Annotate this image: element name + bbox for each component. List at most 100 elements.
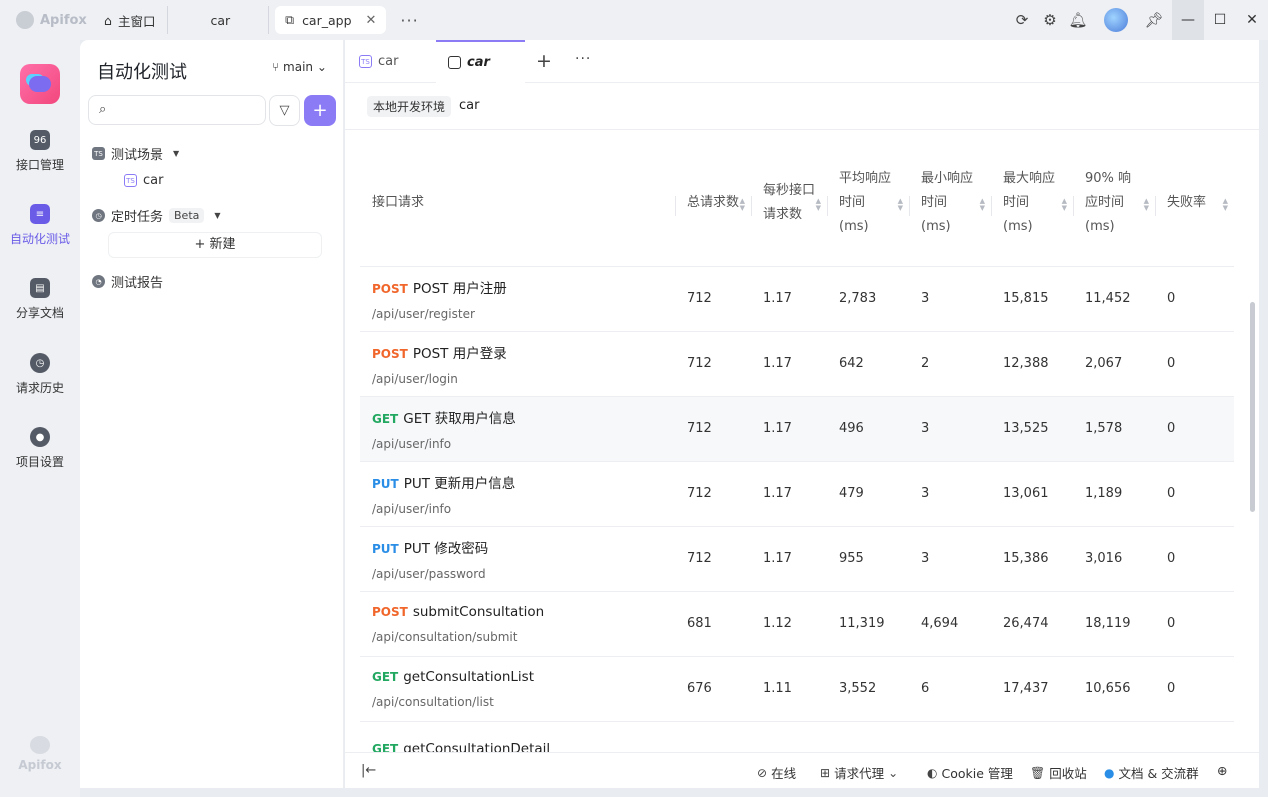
column-header[interactable]: 最小响应时间 (ms) ▲ ▼	[909, 140, 991, 267]
scroll-top-icon[interactable]: ⊕	[1217, 763, 1228, 778]
status-bar: |← ⊘ 在线 ⊞ 请求代理 ⌄ ◐ Cookie 管理 🗑︎ 回收站 ● 文档…	[345, 752, 1259, 788]
table-row[interactable]: GET getConsultationList/api/consultation/…	[360, 656, 1234, 722]
column-header[interactable]: 失败率 ▲ ▼	[1155, 140, 1234, 267]
rail-item-history[interactable]: ◷ 请求历史	[0, 353, 80, 396]
cookie-manager[interactable]: ◐ Cookie 管理	[927, 765, 1013, 782]
sort-icon[interactable]: ▲ ▼	[1061, 197, 1067, 212]
cell-p90: 1,189	[1073, 461, 1155, 527]
tab-car-scene[interactable]: TS car	[359, 40, 435, 83]
rail-item-api[interactable]: 96 接口管理	[0, 130, 80, 173]
sort-icon[interactable]: ▲ ▼	[815, 197, 821, 212]
tree-item-scene-car[interactable]: TS car	[124, 173, 163, 188]
request-path: /api/consultation/list	[372, 694, 494, 709]
more-tabs-icon[interactable]: ···	[400, 10, 419, 30]
cell-avg	[827, 721, 909, 752]
chart-icon	[448, 56, 461, 69]
request-path: /api/user/info	[372, 501, 452, 516]
rail-item-share-docs[interactable]: ▤ 分享文档	[0, 278, 80, 321]
rail-item-settings[interactable]: ● 项目设置	[0, 427, 80, 470]
cell-total: 712	[675, 526, 751, 592]
request-cell[interactable]: GET GET 获取用户信息/api/user/info	[360, 396, 675, 462]
cell-min: 3	[909, 526, 991, 592]
tab-car-report[interactable]: car	[436, 40, 525, 83]
project-logo-icon[interactable]	[20, 64, 60, 104]
table-row[interactable]: POST POST 用户登录/api/user/login 712 1.17 642 2 1…	[360, 331, 1234, 397]
table-row[interactable]: PUT PUT 更新用户信息/api/user/info 712 1.17 479 3 13…	[360, 461, 1234, 527]
rail-item-label: 自动化测试	[9, 232, 70, 246]
scrollbar[interactable]	[1250, 302, 1255, 512]
rail-item-automation[interactable]: ≡ 自动化测试	[0, 204, 80, 247]
recycle-bin[interactable]: 🗑︎ 回收站	[1030, 765, 1087, 782]
add-tab-icon[interactable]: +	[536, 50, 552, 72]
request-cell[interactable]: POST POST 用户登录/api/user/login	[360, 331, 675, 397]
tree-item-test-scenes[interactable]: TS 测试场景 ▼	[92, 144, 179, 163]
cell-fail: 0	[1155, 266, 1234, 332]
column-header[interactable]: 最大响应时间 (ms) ▲ ▼	[991, 140, 1073, 267]
environment-badge[interactable]: 本地开发环境	[367, 96, 452, 117]
trash-icon: 🗑︎	[1030, 765, 1046, 780]
method-badge: POST	[372, 346, 408, 361]
clock-icon: ◷	[30, 353, 50, 373]
method-badge: PUT	[372, 541, 399, 556]
request-cell[interactable]: GET getConsultationDetail	[360, 721, 675, 752]
close-icon[interactable]: ✕	[365, 12, 377, 28]
sort-icon[interactable]: ▲ ▼	[1222, 197, 1228, 212]
branch-selector[interactable]: ⑂ main ⌄	[272, 60, 327, 74]
cell-min: 3	[909, 266, 991, 332]
request-cell[interactable]: PUT PUT 更新用户信息/api/user/info	[360, 461, 675, 527]
add-button[interactable]: +	[304, 95, 336, 126]
window-tab-car-app[interactable]: ⧉ car_app ✕	[275, 6, 387, 34]
branch-label: main	[283, 60, 314, 74]
filter-button[interactable]: ▽	[269, 95, 300, 126]
cell-p90	[1073, 721, 1155, 752]
table-row[interactable]: GET GET 获取用户信息/api/user/info 712 1.17 496 3 13…	[360, 396, 1234, 462]
collapse-sidebar-icon[interactable]: |←	[361, 763, 377, 778]
sort-icon[interactable]: ▲ ▼	[1143, 197, 1149, 212]
cell-total: 681	[675, 591, 751, 657]
search-input[interactable]: ⌕	[88, 95, 266, 125]
caret-down-icon[interactable]: ▼	[214, 211, 221, 220]
pin-icon[interactable]: 📌︎	[1144, 11, 1164, 29]
minimize-button[interactable]: —	[1172, 0, 1204, 40]
brand: Apifox	[0, 11, 92, 29]
tree-item-test-reports[interactable]: ◔ 测试报告	[92, 272, 163, 291]
more-icon[interactable]: ···	[575, 51, 592, 67]
window-tab-main[interactable]: ⌂ 主窗口	[92, 6, 169, 34]
chevron-down-icon: ⌄	[888, 765, 899, 780]
request-cell[interactable]: GET getConsultationList/api/consultation/…	[360, 656, 675, 722]
gear-icon[interactable]: ⚙	[1043, 11, 1057, 29]
column-header[interactable]: 平均响应时间 (ms) ▲ ▼	[827, 140, 909, 267]
maximize-button[interactable]: ☐	[1213, 12, 1227, 28]
request-cell[interactable]: POST POST 用户注册/api/user/register	[360, 266, 675, 332]
window-tab-car[interactable]: car	[168, 6, 270, 34]
table-row[interactable]: POST POST 用户注册/api/user/register 712 1.17 2,…	[360, 266, 1234, 332]
column-header[interactable]: 总请求数 ▲ ▼	[675, 140, 751, 267]
tree-item-scheduled-tasks[interactable]: ◷ 定时任务 Beta ▼	[92, 206, 221, 225]
rail-item-label: 项目设置	[15, 455, 64, 469]
docs-community[interactable]: ● 文档 & 交流群	[1104, 765, 1199, 782]
gear-icon: ●	[30, 427, 50, 447]
window-tab-label: car_app	[302, 12, 352, 28]
branch-icon: ⑂	[272, 60, 280, 74]
proxy-selector[interactable]: ⊞ 请求代理 ⌄	[820, 765, 899, 782]
cell-avg: 955	[827, 526, 909, 592]
avatar[interactable]	[1104, 8, 1128, 32]
close-window-button[interactable]: ✕	[1246, 12, 1258, 28]
cell-fail: 0	[1155, 656, 1234, 722]
caret-down-icon[interactable]: ▼	[173, 149, 180, 158]
sort-icon[interactable]: ▲ ▼	[739, 197, 745, 212]
bell-icon[interactable]: 🔔︎	[1068, 11, 1088, 29]
request-cell[interactable]: PUT PUT 修改密码/api/user/password	[360, 526, 675, 592]
online-status[interactable]: ⊘ 在线	[757, 765, 797, 782]
table-row[interactable]: POST submitConsultation/api/consultation/…	[360, 591, 1234, 657]
tree-label: 测试报告	[111, 276, 164, 291]
table-row[interactable]: PUT PUT 修改密码/api/user/password 712 1.17 955 3…	[360, 526, 1234, 592]
request-cell[interactable]: POST submitConsultation/api/consultation/…	[360, 591, 675, 657]
new-task-button[interactable]: + 新建	[108, 232, 322, 258]
refresh-icon[interactable]: ⟳	[1015, 11, 1029, 29]
column-header[interactable]: 每秒接口请求数 ▲ ▼	[751, 140, 827, 267]
sort-icon[interactable]: ▲ ▼	[897, 197, 903, 212]
table-row[interactable]: GET getConsultationDetail	[360, 721, 1234, 752]
sort-icon[interactable]: ▲ ▼	[979, 197, 985, 212]
column-header[interactable]: 90% 响应时间 (ms) ▲ ▼	[1073, 140, 1155, 267]
